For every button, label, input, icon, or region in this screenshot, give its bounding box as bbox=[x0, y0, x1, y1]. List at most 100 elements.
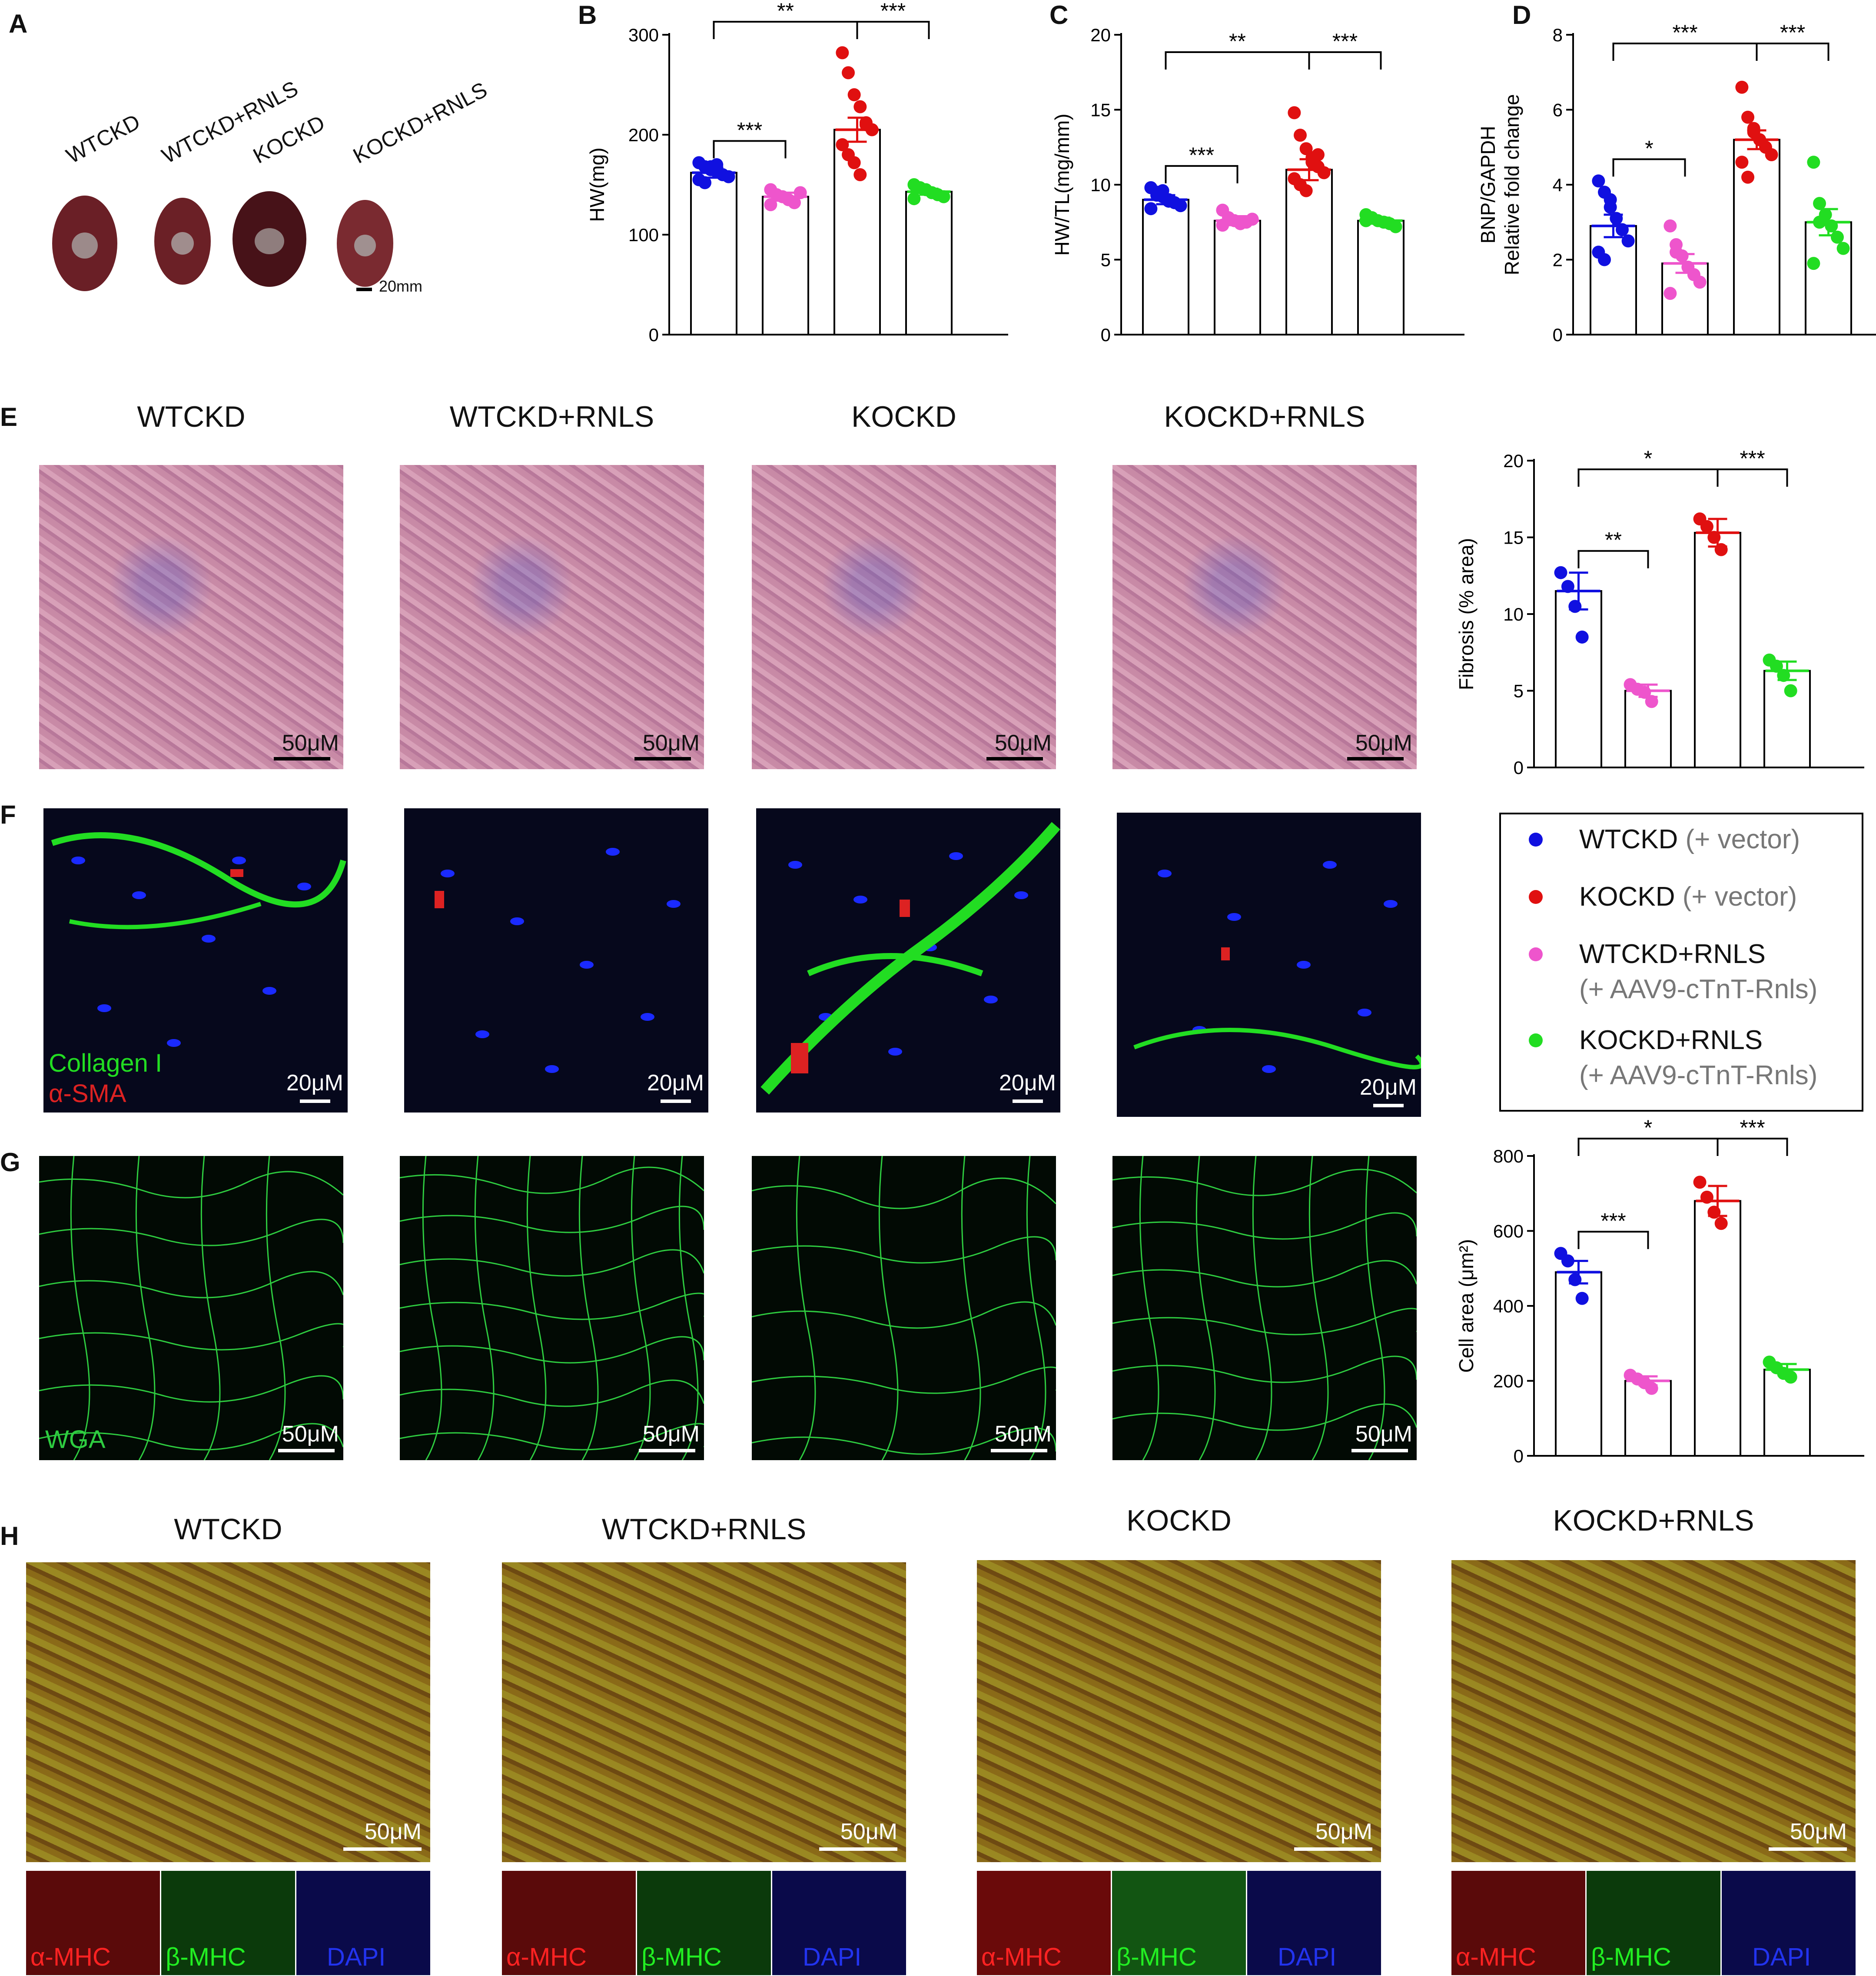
g-mesh-3 bbox=[752, 1156, 1056, 1460]
e-scale-bar-4 bbox=[1347, 757, 1404, 761]
data-point bbox=[1770, 660, 1783, 673]
sig-label: *** bbox=[737, 118, 762, 142]
h-label-bmhc-3: β-MHC bbox=[1116, 1943, 1197, 1971]
f-scale-bar-2 bbox=[661, 1099, 691, 1103]
h-title-wtckd-rnls: WTCKD+RNLS bbox=[601, 1513, 807, 1546]
y-axis-label: HW(mg) bbox=[586, 147, 608, 222]
h-label-amhc-3: α-MHC bbox=[981, 1943, 1062, 1971]
h-label-bmhc-4: β-MHC bbox=[1591, 1943, 1671, 1971]
y-axis-label: HW/TL(mg/mm) bbox=[1051, 113, 1073, 256]
y-tick-label: 400 bbox=[1493, 1296, 1524, 1316]
data-point bbox=[1598, 253, 1611, 266]
data-point bbox=[1317, 166, 1331, 179]
e-scale-text-3: 50μM bbox=[994, 731, 1052, 756]
y-tick-label: 300 bbox=[628, 25, 659, 45]
heart-label-kockd-rnls: KOCKD+RNLS bbox=[349, 77, 491, 169]
h-title-wtckd: WTCKD bbox=[174, 1513, 282, 1546]
h-channel-dapi-3: DAPI bbox=[1247, 1871, 1381, 1975]
legend-item-wtckd-rnls: WTCKD+RNLS (+ AAV9-cTnT-Rnls) bbox=[1579, 939, 1817, 1005]
e-scale-bar-1 bbox=[274, 757, 330, 761]
legend-note-wtckd: (+ vector) bbox=[1685, 824, 1800, 854]
sig-bracket: ** bbox=[1577, 528, 1649, 568]
sig-bracket: *** bbox=[1577, 1209, 1649, 1249]
h-image-wtckd-rnls: 50μM bbox=[502, 1562, 906, 1862]
bar-3 bbox=[1357, 219, 1405, 335]
bracket-line bbox=[1577, 468, 1719, 487]
sig-label: *** bbox=[1780, 20, 1805, 45]
sig-label: ** bbox=[777, 0, 794, 23]
sig-label: * bbox=[1644, 1116, 1652, 1140]
data-point bbox=[1575, 1292, 1589, 1305]
bar-0 bbox=[1142, 199, 1189, 335]
data-point bbox=[937, 190, 950, 203]
e-scale-text-2: 50μM bbox=[642, 731, 700, 756]
h-scale-text-4: 50μM bbox=[1790, 1819, 1847, 1844]
bracket-line bbox=[1308, 51, 1382, 70]
data-point bbox=[1693, 1176, 1707, 1189]
data-point bbox=[1741, 170, 1755, 184]
y-tick-label: 800 bbox=[1493, 1146, 1524, 1166]
y-tick-label: 5 bbox=[1101, 250, 1111, 270]
g-label-wga: WGA bbox=[45, 1425, 106, 1454]
y-tick-label: 5 bbox=[1514, 681, 1524, 701]
legend-dot-kockd bbox=[1529, 890, 1543, 904]
h-label-dapi-2: DAPI bbox=[803, 1943, 862, 1971]
h-scale-bar-4 bbox=[1769, 1847, 1847, 1851]
data-point bbox=[1714, 1217, 1728, 1230]
g-mesh-4 bbox=[1112, 1156, 1417, 1460]
bracket-line bbox=[1165, 51, 1310, 70]
legend-label-wtckd-rnls: WTCKD+RNLS bbox=[1579, 939, 1766, 969]
bracket-line bbox=[1717, 1138, 1788, 1156]
y-axis-label: Fibrosis (% area) bbox=[1455, 538, 1478, 690]
f-image-kockd-rnls: 20μM bbox=[1117, 813, 1421, 1117]
y-tick-label: 0 bbox=[1553, 325, 1563, 345]
heart-kockd bbox=[232, 191, 306, 287]
data-point bbox=[853, 100, 867, 113]
legend-item-wtckd: WTCKD (+ vector) bbox=[1579, 824, 1800, 855]
f-scale-text-4: 20μM bbox=[1359, 1075, 1417, 1100]
h-channel-bmhc-3: β-MHC bbox=[1112, 1871, 1246, 1975]
sig-bracket: * bbox=[1577, 1116, 1719, 1156]
data-point bbox=[1747, 122, 1760, 135]
data-point bbox=[1813, 197, 1826, 210]
y-tick-label: 10 bbox=[1503, 604, 1524, 624]
h-scale-bar-3 bbox=[1294, 1847, 1372, 1851]
sig-label: * bbox=[1644, 446, 1652, 471]
e-scale-text-4: 50μM bbox=[1355, 731, 1412, 756]
y-axis-label: Cell area (μm²) bbox=[1455, 1239, 1478, 1373]
sig-label: *** bbox=[880, 0, 906, 23]
data-point bbox=[1693, 276, 1707, 289]
scale-text-a: 20mm bbox=[379, 277, 423, 295]
h-channel-bmhc-4: β-MHC bbox=[1587, 1871, 1720, 1975]
data-point bbox=[1735, 156, 1749, 169]
data-point bbox=[1592, 174, 1605, 188]
sig-bracket: *** bbox=[713, 118, 787, 159]
e-scale-bar-2 bbox=[634, 757, 691, 761]
data-point bbox=[1645, 695, 1658, 708]
h-scale-text-2: 50μM bbox=[840, 1819, 897, 1844]
y-tick-label: 4 bbox=[1553, 175, 1563, 195]
sig-bracket: ** bbox=[1165, 29, 1310, 70]
sig-label: ** bbox=[1605, 528, 1622, 552]
y-axis-label: BNP/GAPDH bbox=[1477, 126, 1499, 244]
g-image-wtckd: WGA 50μM bbox=[39, 1156, 343, 1460]
legend-note-kockd-rnls: (+ AAV9-cTnT-Rnls) bbox=[1579, 1060, 1818, 1090]
sig-bracket: * bbox=[1577, 446, 1719, 487]
h-image-wtckd: 50μM bbox=[26, 1562, 430, 1862]
data-point bbox=[1311, 148, 1325, 161]
data-point bbox=[859, 118, 873, 131]
e-scale-text-1: 50μM bbox=[282, 731, 339, 756]
sig-label: *** bbox=[1740, 446, 1765, 471]
h-title-kockd-rnls: KOCKD+RNLS bbox=[1553, 1504, 1754, 1537]
data-point bbox=[787, 196, 801, 209]
f-dots-4 bbox=[1133, 861, 1421, 1073]
f-scale-text-3: 20μM bbox=[999, 1070, 1056, 1096]
e-image-wtckd-rnls: 50μM bbox=[400, 465, 704, 769]
data-point bbox=[1299, 184, 1313, 197]
f-scale-bar-4 bbox=[1373, 1104, 1404, 1107]
g-image-kockd-rnls: 50μM bbox=[1112, 1156, 1417, 1460]
data-point bbox=[836, 138, 849, 151]
data-point bbox=[1807, 156, 1820, 169]
